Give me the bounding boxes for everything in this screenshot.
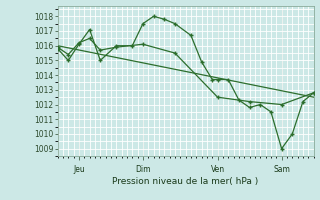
X-axis label: Pression niveau de la mer( hPa ): Pression niveau de la mer( hPa ): [112, 177, 259, 186]
